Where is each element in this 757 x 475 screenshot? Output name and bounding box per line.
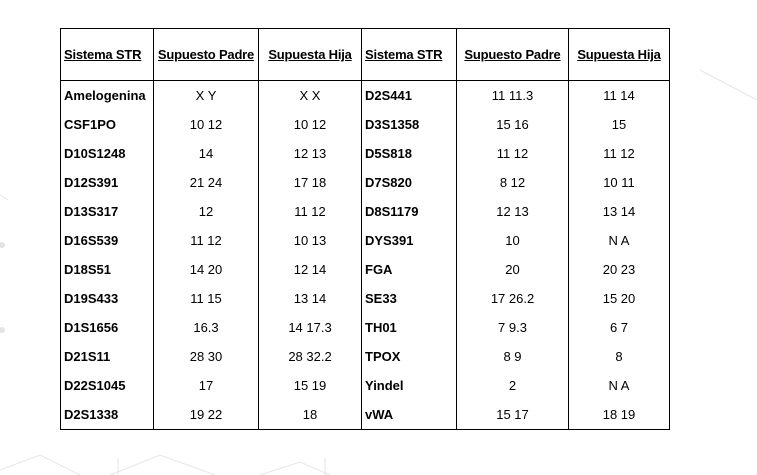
- cell-locus-right: D3S1358: [361, 110, 457, 139]
- cell-hija-right: 11 12: [568, 139, 670, 168]
- cell-locus-left: D21S11: [64, 349, 111, 364]
- cell-hija-left: 10 13: [258, 226, 362, 255]
- cell-locus-left: D22S1045: [64, 378, 126, 393]
- cell-padre-left: 11 12: [153, 226, 259, 255]
- header-supuesta-hija-2: Supuesta Hija: [568, 28, 670, 81]
- table-row: D2S1338 19 22 18 vWA 15 17 18 19: [60, 400, 670, 430]
- cell-padre-right: 11 11.3: [456, 80, 569, 110]
- cell-locus-left: D12S391: [64, 175, 119, 190]
- cell-padre-right: 12 13: [456, 197, 569, 226]
- str-table-container: Sistema STR Supuesto Padre Supuesta Hija…: [60, 28, 670, 430]
- cell-locus-right: D5S818: [361, 139, 457, 168]
- cell-padre-left: 19 22: [153, 400, 259, 430]
- cell-hija-left: 11 12: [258, 197, 362, 226]
- cell-hija-left: 13 14: [258, 284, 362, 313]
- cell-locus-right: SE33: [361, 284, 457, 313]
- cell-padre-right: 10: [456, 226, 569, 255]
- cell-locus-left: D18S51: [64, 262, 111, 277]
- cell-locus-left: Amelogenina: [64, 88, 146, 103]
- cell-padre-right: 15 16: [456, 110, 569, 139]
- cell-locus-left: D16S539: [64, 233, 119, 248]
- cell-hija-right: 15: [568, 110, 670, 139]
- table-row: D10S1248 14 12 13 D5S818 11 12 11 12: [61, 139, 670, 168]
- cell-padre-left: 28 30: [153, 342, 259, 371]
- table-row: D22S1045 17 15 19 Yindel 2 N A: [61, 371, 670, 400]
- cell-padre-left: 11 15: [153, 284, 259, 313]
- cell-locus-left: D19S433: [64, 291, 119, 306]
- cell-hija-left: 28 32.2: [258, 342, 362, 371]
- cell-locus-right: TPOX: [361, 342, 457, 371]
- cell-padre-left: 14 20: [153, 255, 259, 284]
- cell-padre-left: 14: [153, 139, 259, 168]
- cell-locus-right: DYS391: [361, 226, 457, 255]
- cell-padre-right: 7 9.3: [456, 313, 569, 342]
- cell-hija-left: 12 14: [258, 255, 362, 284]
- cell-hija-right: 10 11: [568, 168, 670, 197]
- cell-locus-right: Yindel: [361, 371, 457, 400]
- header-supuesto-padre-1: Supuesto Padre: [153, 28, 259, 81]
- table-row: CSF1PO 10 12 10 12 D3S1358 15 16 15: [61, 110, 670, 139]
- cell-hija-left: 15 19: [258, 371, 362, 400]
- header-supuesto-padre-2: Supuesto Padre: [456, 28, 569, 81]
- cell-hija-left: 12 13: [258, 139, 362, 168]
- cell-locus-right: D7S820: [361, 168, 457, 197]
- cell-padre-right: 8 12: [456, 168, 569, 197]
- cell-padre-left: 10 12: [153, 110, 259, 139]
- cell-locus-left: CSF1PO: [64, 117, 117, 132]
- cell-locus-right: vWA: [361, 400, 457, 430]
- str-comparison-table: Sistema STR Supuesto Padre Supuesta Hija…: [60, 28, 670, 430]
- cell-hija-right: 20 23: [568, 255, 670, 284]
- cell-hija-left: 17 18: [258, 168, 362, 197]
- cell-padre-left: 12: [153, 197, 259, 226]
- cell-locus-right: TH01: [361, 313, 457, 342]
- cell-padre-left: 17: [153, 371, 259, 400]
- cell-hija-right: 15 20: [568, 284, 670, 313]
- cell-locus-right: D8S1179: [361, 197, 457, 226]
- cell-hija-right: 13 14: [568, 197, 670, 226]
- cell-padre-right: 8 9: [456, 342, 569, 371]
- table-row: D13S317 12 11 12 D8S1179 12 13 13 14: [61, 197, 670, 226]
- cell-hija-right: N A: [568, 226, 670, 255]
- cell-padre-left: 21 24: [153, 168, 259, 197]
- header-supuesta-hija-1: Supuesta Hija: [258, 28, 362, 81]
- cell-hija-right: 6 7: [568, 313, 670, 342]
- cell-hija-left: X X: [258, 80, 362, 110]
- cell-locus-left: D1S1656: [64, 320, 119, 335]
- cell-locus-right: D2S441: [361, 80, 457, 110]
- cell-padre-left: 16.3: [153, 313, 259, 342]
- cell-padre-right: 2: [456, 371, 569, 400]
- cell-locus-left: D13S317: [64, 204, 119, 219]
- cell-hija-left: 10 12: [258, 110, 362, 139]
- cell-locus-left: D10S1248: [64, 146, 126, 161]
- table-row: D1S1656 16.3 14 17.3 TH01 7 9.3 6 7: [61, 313, 670, 342]
- table-row: D16S539 11 12 10 13 DYS391 10 N A: [61, 226, 670, 255]
- table-row: D19S433 11 15 13 14 SE33 17 26.2 15 20: [61, 284, 670, 313]
- cell-padre-right: 11 12: [456, 139, 569, 168]
- cell-hija-left: 18: [258, 400, 362, 430]
- cell-hija-right: 18 19: [568, 400, 670, 430]
- cell-locus-right: FGA: [361, 255, 457, 284]
- table-row: D18S51 14 20 12 14 FGA 20 20 23: [61, 255, 670, 284]
- cell-padre-right: 20: [456, 255, 569, 284]
- cell-hija-left: 14 17.3: [258, 313, 362, 342]
- cell-hija-right: 8: [568, 342, 670, 371]
- cell-padre-right: 15 17: [456, 400, 569, 430]
- table-header-row: Sistema STR Supuesto Padre Supuesta Hija…: [60, 28, 670, 81]
- cell-locus-left: D2S1338: [60, 400, 154, 430]
- table-row: D12S391 21 24 17 18 D7S820 8 12 10 11: [61, 168, 670, 197]
- cell-hija-right: N A: [568, 371, 670, 400]
- header-sistema-str-2: Sistema STR: [361, 28, 457, 81]
- cell-padre-left: X Y: [153, 80, 259, 110]
- header-sistema-str-1: Sistema STR: [60, 28, 154, 81]
- cell-hija-right: 11 14: [568, 80, 670, 110]
- cell-padre-right: 17 26.2: [456, 284, 569, 313]
